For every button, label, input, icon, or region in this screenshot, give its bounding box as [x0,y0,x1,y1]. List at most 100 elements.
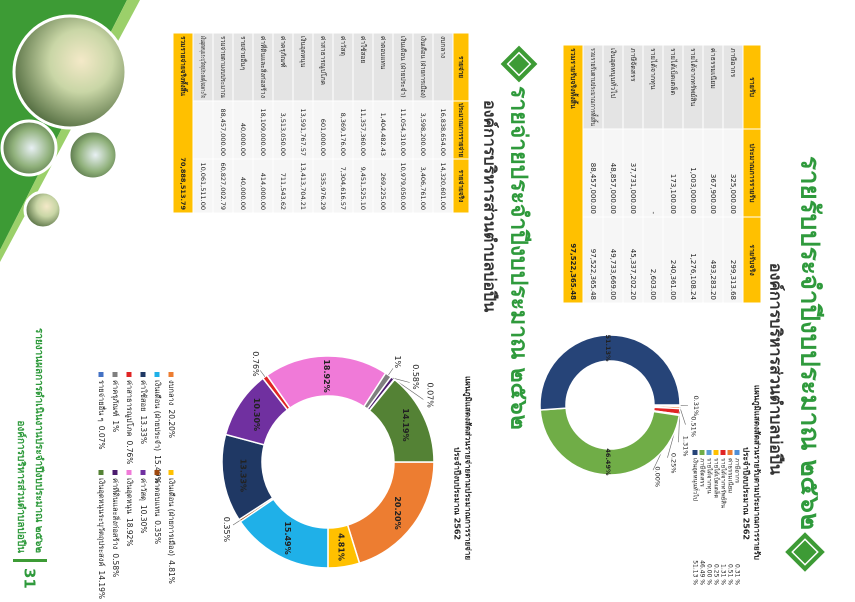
legend-swatch [692,450,698,455]
cell-value: 2,603.00 [649,269,657,300]
legend-label: รายได้จากทรัพย์สิน [720,458,728,508]
cell-value: 88,457,000.00 [219,108,227,156]
section-title: รายรับประจำปีงบประมาณ ๒๕๖๒ [795,156,825,530]
header-text: ประมาณการรายจ่าย [457,103,465,157]
donut-slice [368,378,435,463]
row-label: รายได้จากทรัพย์สิน [689,48,698,106]
row-label: รวมรายรับตามประมาณการทั้งสิ้น [589,48,600,126]
cell-value: 45,337,202.20 [629,249,637,300]
legend-label: เงินเดือน (ฝ่ายประจำ) [153,380,162,451]
data-label: 18.92% [322,359,331,392]
cell-value: 7,304,616.57 [339,167,347,210]
section-subtitle: องค์การบริหารส่วนตำบลบ่อปืน [481,100,500,312]
cell-value: 3,513,050.00 [279,113,287,156]
row-label: รายจ่ายอื่นๆ [239,36,248,70]
row-label: รวมจ่ายตามงบประมาณ [219,36,227,98]
cell-value: 535,976.29 [319,173,327,210]
page-number: 31 [21,568,39,589]
cell-value: 269,225.00 [379,173,387,210]
legend-swatch [140,372,146,377]
legend-swatch [706,450,712,455]
legend-value: 46.49 % [699,560,706,585]
leader-line [392,377,410,383]
row-label: ค่าสาธารณูปโภค [319,36,327,85]
legend-label: งบกลาง [167,380,176,406]
leader-line [232,520,240,526]
row-label: เงินอุดหนุนทั่วไป [609,48,618,99]
total-row [562,44,584,304]
data-label: 15.49% [283,521,292,554]
legend-swatch [154,372,160,377]
cell-value: 97,522,365.48 [589,249,597,300]
header-text: ประมาณการรายรับ [748,144,756,203]
cell-value: 88,457,000.00 [589,163,597,214]
data-label: 10.30% [252,398,261,431]
legend-value: 0.00 % [706,564,713,585]
data-label: 0.35% [222,517,231,543]
data-label: 13.33% [239,459,248,492]
rotated-page: รายรับประจำปีงบประมาณ ๒๕๖๒ องค์การบริหาร… [0,0,825,599]
cell-value: 48,857,000.00 [609,163,617,214]
legend-swatch [727,450,733,455]
chart-subtitle: ประจำปีงบประมาณ 2562 [742,447,752,540]
footer-bar [13,559,47,562]
legend-value: 0.76% [125,441,134,465]
footer-text: รายงานผลการดำเนินงานประจำปีงบประมาณ ๒๕๖๒ [33,328,45,553]
legend-label: ค่าธรรมเนียม [727,458,735,493]
cell-value: 49,733,669.00 [609,249,617,300]
legend-swatch [154,470,160,475]
legend-value: 18.92% [125,518,134,547]
legend-value: 10.30% [139,505,148,534]
legend-swatch [98,372,104,377]
data-label: 1% [393,355,402,368]
data-label: 0.31% [692,396,700,417]
legend-label: เงินเดือน (ฝ่ายการเมือง) [167,478,176,556]
data-label: 1.31% [682,436,690,457]
donut-slice [346,461,435,565]
row-label: งบกลาง [439,36,447,58]
cell-value: 711,543.62 [279,173,287,210]
chart-title: แผนภูมิแสดงสัดส่วนรายรับตามประมาณการรายร… [752,385,762,560]
legend-swatch [699,450,705,455]
data-label: 0.76% [251,351,260,377]
data-label: 0.00% [653,466,661,487]
photo [12,14,128,130]
row-label: รายได้เบ็ดเตล็ด [669,48,678,95]
total-value: 97,522,365.48 [569,243,577,300]
cell-value: 367,900.00 [709,174,717,214]
legend-value: 15.49% [153,455,162,484]
row-label: ภาษีอากร [729,48,737,78]
row-label: ค่าครุภัณฑ์ [279,36,287,68]
cell-value: 11,357,360.00 [359,108,367,156]
row-label: ค่าวัสดุ [339,36,347,56]
cell-value: 325,000.00 [729,174,737,214]
data-label: 0.07% [426,382,435,408]
legend-swatch [112,470,118,475]
total-row [172,32,194,214]
legend-label: ค่าใช้สอย [139,380,148,411]
row-label: เงินเดือน (ฝ่ายประจำ) [399,36,407,98]
legend-value: 0.58% [111,553,120,577]
legend-swatch [720,450,726,455]
cell-value: 1,404,482.43 [379,113,387,156]
total-label: รวมรายจ่ายจริงทั้งสิ้น [179,36,189,97]
section-subtitle: องค์การบริหารส่วนตำบลบ่อปืน [767,263,786,475]
legend-label: รายได้เบ็ดเตล็ด [713,458,722,498]
diamond-icon [785,532,825,572]
legend-label: ภาษีอากร [734,458,742,484]
cell-value: 16,838,654.00 [439,108,447,156]
total-value: 70,888,513.79 [179,157,187,210]
cell-value: - [649,211,657,214]
legend-label: เงินอุดหนุนระบุวัตถุประสงค์ [97,478,106,566]
legend-value: 0.25 % [713,564,720,585]
row-label: เงินอุดหนุน [299,36,307,68]
legend-value: 0.51 % [727,564,734,585]
cell-value: 40,000.00 [239,123,247,156]
legend-label: ค่าครุภัณฑ์ [111,380,120,416]
legend-swatch [734,450,740,455]
cell-value: 601,000.00 [319,119,327,156]
legend-label: ค่าวัสดุ [139,478,148,501]
data-label: 51.13% [604,335,612,363]
legend-value: 0.35% [153,520,162,544]
